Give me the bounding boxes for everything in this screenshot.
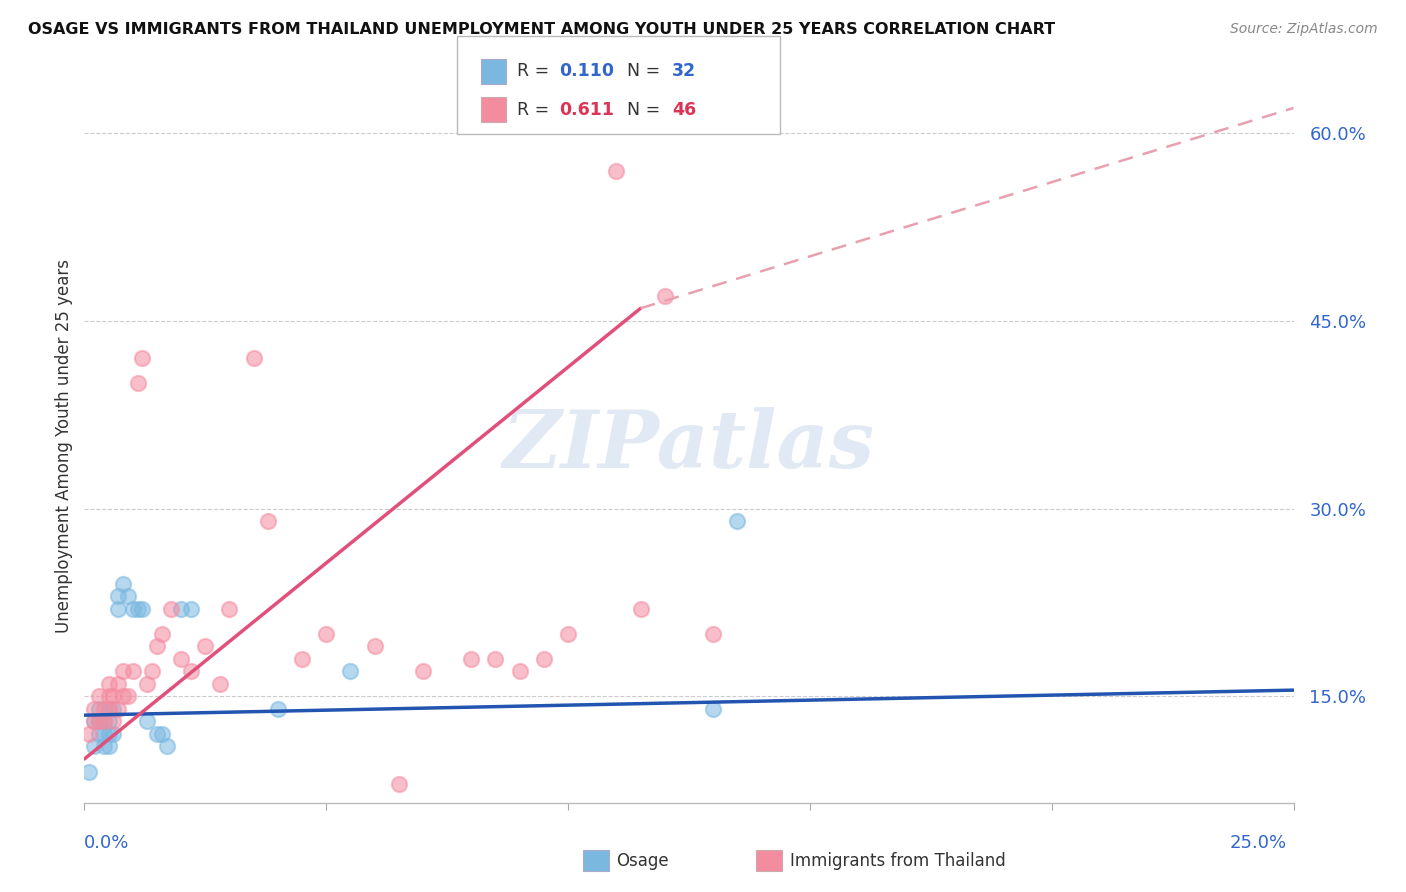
Point xyxy=(460,652,482,666)
Point xyxy=(103,690,125,704)
Text: ZIPatlas: ZIPatlas xyxy=(503,408,875,484)
Point xyxy=(315,627,337,641)
Point xyxy=(103,702,125,716)
Point xyxy=(87,714,110,729)
Point xyxy=(208,677,231,691)
Point xyxy=(702,627,724,641)
Point xyxy=(194,640,217,654)
Text: Immigrants from Thailand: Immigrants from Thailand xyxy=(790,852,1005,870)
Point xyxy=(242,351,264,366)
Point xyxy=(605,163,627,178)
Point xyxy=(87,727,110,741)
Point xyxy=(107,677,129,691)
Text: OSAGE VS IMMIGRANTS FROM THAILAND UNEMPLOYMENT AMONG YOUTH UNDER 25 YEARS CORREL: OSAGE VS IMMIGRANTS FROM THAILAND UNEMPL… xyxy=(28,22,1056,37)
Text: Source: ZipAtlas.com: Source: ZipAtlas.com xyxy=(1230,22,1378,37)
Point xyxy=(83,702,105,716)
Point xyxy=(654,289,676,303)
Text: 0.110: 0.110 xyxy=(560,62,614,80)
Point xyxy=(87,714,110,729)
Point xyxy=(136,677,159,691)
Point xyxy=(257,514,280,528)
Point xyxy=(93,739,115,754)
Text: Osage: Osage xyxy=(616,852,668,870)
Point xyxy=(117,690,139,704)
Point xyxy=(155,739,177,754)
Point xyxy=(557,627,579,641)
Point xyxy=(121,601,143,615)
Text: N =: N = xyxy=(616,101,665,119)
Point xyxy=(121,665,143,679)
Point xyxy=(412,665,434,679)
Point xyxy=(77,727,100,741)
Point xyxy=(150,727,173,741)
Point xyxy=(170,652,193,666)
Point xyxy=(150,627,173,641)
Point xyxy=(388,777,411,791)
Point xyxy=(267,702,290,716)
Point xyxy=(131,601,153,615)
Point xyxy=(93,727,115,741)
Point xyxy=(97,677,120,691)
Point xyxy=(107,702,129,716)
Text: 0.611: 0.611 xyxy=(560,101,614,119)
Point xyxy=(93,714,115,729)
Point xyxy=(136,714,159,729)
Text: N =: N = xyxy=(616,62,665,80)
Point xyxy=(83,739,105,754)
Point xyxy=(107,601,129,615)
Y-axis label: Unemployment Among Youth under 25 years: Unemployment Among Youth under 25 years xyxy=(55,259,73,633)
Point xyxy=(509,665,531,679)
Point xyxy=(87,702,110,716)
Point xyxy=(180,665,202,679)
Point xyxy=(83,714,105,729)
Point xyxy=(146,640,169,654)
Point xyxy=(97,702,120,716)
Point xyxy=(170,601,193,615)
Text: R =: R = xyxy=(517,62,555,80)
Point xyxy=(107,589,129,603)
Point xyxy=(77,764,100,779)
Point xyxy=(180,601,202,615)
Point xyxy=(87,690,110,704)
Point xyxy=(83,714,105,729)
Point xyxy=(112,665,135,679)
Point xyxy=(218,601,240,615)
Point xyxy=(103,727,125,741)
Point xyxy=(112,690,135,704)
Point xyxy=(97,702,120,716)
Point xyxy=(725,514,748,528)
Text: 0.0%: 0.0% xyxy=(84,834,129,852)
Point xyxy=(103,714,125,729)
Text: 46: 46 xyxy=(672,101,696,119)
Text: 25.0%: 25.0% xyxy=(1229,834,1286,852)
Point xyxy=(131,351,153,366)
Point xyxy=(630,601,652,615)
Point xyxy=(97,714,120,729)
Text: 32: 32 xyxy=(672,62,696,80)
Point xyxy=(160,601,183,615)
Point xyxy=(533,652,555,666)
Point xyxy=(146,727,169,741)
Point xyxy=(291,652,314,666)
Point xyxy=(363,640,385,654)
Point xyxy=(484,652,506,666)
Point xyxy=(127,376,149,391)
Point xyxy=(112,576,135,591)
Point xyxy=(127,601,149,615)
Point xyxy=(117,589,139,603)
Text: R =: R = xyxy=(517,101,555,119)
Point xyxy=(97,727,120,741)
Point xyxy=(97,739,120,754)
Point xyxy=(93,714,115,729)
Point xyxy=(97,690,120,704)
Point xyxy=(339,665,361,679)
Point xyxy=(93,702,115,716)
Point xyxy=(702,702,724,716)
Point xyxy=(141,665,163,679)
